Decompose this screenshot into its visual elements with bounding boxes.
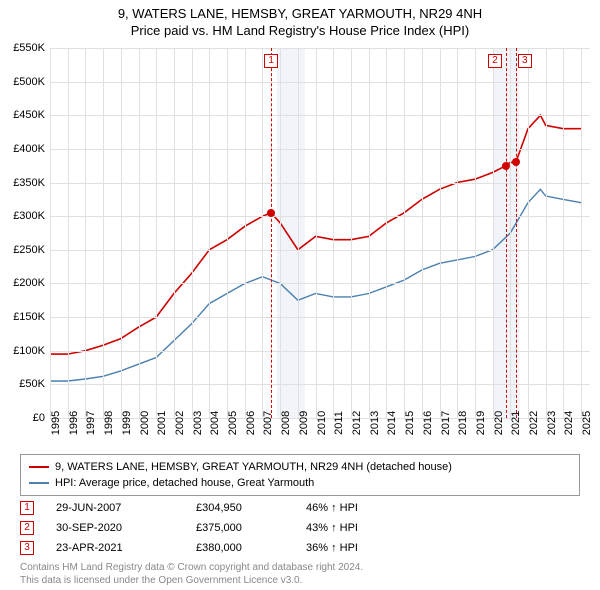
- sale-date: 30-SEP-2020: [56, 522, 196, 534]
- x-axis-label: 1998: [103, 411, 115, 435]
- sale-point-dot: [267, 209, 275, 217]
- legend-box: 9, WATERS LANE, HEMSBY, GREAT YARMOUTH, …: [20, 454, 580, 496]
- legend-item: HPI: Average price, detached house, Grea…: [29, 475, 571, 491]
- y-axis-label: £200K: [13, 277, 45, 289]
- x-axis-label: 2024: [563, 411, 575, 435]
- title-address: 9, WATERS LANE, HEMSBY, GREAT YARMOUTH, …: [0, 6, 600, 21]
- table-row: 3 23-APR-2021 £380,000 36% ↑ HPI: [20, 538, 426, 558]
- y-axis-label: £500K: [13, 76, 45, 88]
- x-axis-label: 2022: [528, 411, 540, 435]
- x-axis-label: 1999: [121, 411, 133, 435]
- legend-swatch: [29, 482, 49, 484]
- x-axis-label: 2009: [298, 411, 310, 435]
- y-axis-label: £0: [33, 412, 45, 424]
- x-axis-label: 1995: [50, 411, 62, 435]
- sale-hpi: 46% ↑ HPI: [306, 502, 426, 514]
- price-chart: £0£50K£100K£150K£200K£250K£300K£350K£400…: [50, 48, 590, 418]
- sale-hpi: 36% ↑ HPI: [306, 542, 426, 554]
- event-marker: 3: [518, 54, 532, 68]
- title-subtitle: Price paid vs. HM Land Registry's House …: [0, 23, 600, 38]
- y-axis-label: £250K: [13, 244, 45, 256]
- chart-container: 9, WATERS LANE, HEMSBY, GREAT YARMOUTH, …: [0, 0, 600, 590]
- sale-price: £375,000: [196, 522, 306, 534]
- x-axis-label: 2001: [156, 411, 168, 435]
- sale-point-dot: [502, 162, 510, 170]
- x-axis-label: 1996: [68, 411, 80, 435]
- footer-line: This data is licensed under the Open Gov…: [20, 575, 363, 588]
- legend-item: 9, WATERS LANE, HEMSBY, GREAT YARMOUTH, …: [29, 459, 571, 475]
- sale-marker: 2: [20, 521, 34, 535]
- x-axis-label: 2003: [192, 411, 204, 435]
- sale-date: 23-APR-2021: [56, 542, 196, 554]
- x-axis-label: 2016: [422, 411, 434, 435]
- x-axis-label: 1997: [85, 411, 97, 435]
- table-row: 1 29-JUN-2007 £304,950 46% ↑ HPI: [20, 498, 426, 518]
- y-axis-label: £400K: [13, 143, 45, 155]
- sale-marker: 1: [20, 501, 34, 515]
- event-marker: 1: [264, 54, 278, 68]
- sale-price: £380,000: [196, 542, 306, 554]
- x-axis-label: 2017: [440, 411, 452, 435]
- y-axis-label: £50K: [19, 378, 45, 390]
- y-axis-label: £550K: [13, 42, 45, 54]
- legend-label: HPI: Average price, detached house, Grea…: [55, 477, 314, 489]
- x-axis-label: 2023: [546, 411, 558, 435]
- legend-label: 9, WATERS LANE, HEMSBY, GREAT YARMOUTH, …: [55, 461, 452, 473]
- sales-table: 1 29-JUN-2007 £304,950 46% ↑ HPI 2 30-SE…: [20, 498, 426, 558]
- y-axis-label: £150K: [13, 311, 45, 323]
- x-axis-label: 2008: [280, 411, 292, 435]
- y-axis-label: £300K: [13, 210, 45, 222]
- x-axis-label: 2007: [262, 411, 274, 435]
- x-axis-label: 2013: [369, 411, 381, 435]
- y-axis-label: £100K: [13, 345, 45, 357]
- y-axis-label: £450K: [13, 109, 45, 121]
- x-axis-label: 2015: [404, 411, 416, 435]
- x-axis-label: 2006: [245, 411, 257, 435]
- x-axis-label: 2020: [493, 411, 505, 435]
- x-axis-label: 2005: [227, 411, 239, 435]
- y-axis-label: £350K: [13, 177, 45, 189]
- x-axis-label: 2018: [457, 411, 469, 435]
- x-axis-label: 2004: [209, 411, 221, 435]
- x-axis-label: 2019: [475, 411, 487, 435]
- x-axis-label: 2011: [333, 411, 345, 435]
- sale-price: £304,950: [196, 502, 306, 514]
- table-row: 2 30-SEP-2020 £375,000 43% ↑ HPI: [20, 518, 426, 538]
- sale-point-dot: [512, 158, 520, 166]
- title-block: 9, WATERS LANE, HEMSBY, GREAT YARMOUTH, …: [0, 0, 600, 38]
- x-axis-label: 2014: [386, 411, 398, 435]
- footer-attribution: Contains HM Land Registry data © Crown c…: [20, 562, 363, 587]
- x-axis-label: 2002: [174, 411, 186, 435]
- sale-hpi: 43% ↑ HPI: [306, 522, 426, 534]
- event-marker: 2: [488, 54, 502, 68]
- sale-marker: 3: [20, 541, 34, 555]
- sale-date: 29-JUN-2007: [56, 502, 196, 514]
- footer-line: Contains HM Land Registry data © Crown c…: [20, 562, 363, 575]
- legend-swatch: [29, 466, 49, 468]
- x-axis-label: 2000: [139, 411, 151, 435]
- line-series-svg: [50, 48, 590, 418]
- x-axis-label: 2012: [351, 411, 363, 435]
- x-axis-label: 2010: [316, 411, 328, 435]
- x-axis-label: 2025: [581, 411, 593, 435]
